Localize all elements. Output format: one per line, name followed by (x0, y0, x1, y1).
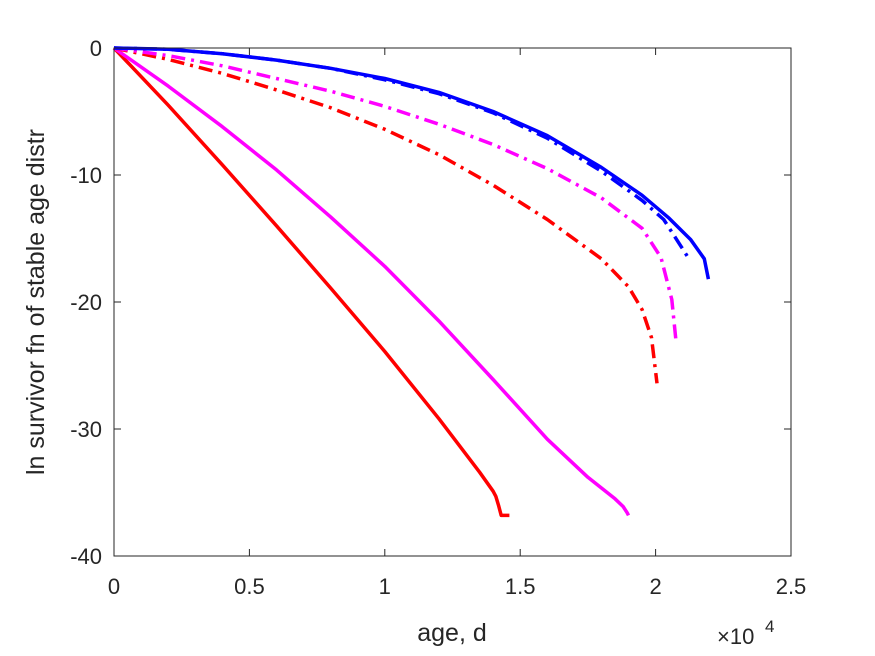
series-line-4 (113, 46, 678, 341)
x-axis-multiplier: ×10 4 (717, 617, 774, 649)
x-tick-label: 2 (649, 574, 661, 599)
y-tick-label: -10 (70, 163, 102, 188)
y-tick-label: -20 (70, 290, 102, 315)
y-tick-label: -40 (70, 544, 102, 569)
x-axis-title: age, d (417, 619, 487, 647)
x-multiplier-base: ×10 (717, 624, 754, 649)
plot-area (114, 48, 791, 556)
series-line-3 (113, 46, 659, 384)
y-axis-title: ln survivor fn of stable age distr (22, 129, 50, 475)
series-line-1 (112, 46, 510, 518)
plot-frame (113, 47, 792, 557)
series-layer (112, 46, 711, 518)
y-tick-label: -30 (70, 417, 102, 442)
x-tick-label: 1 (379, 574, 391, 599)
x-tick-label: 2.5 (776, 574, 807, 599)
x-tick-label: 0.5 (234, 574, 265, 599)
x-tick-labels: 0 0.5 1 1.5 2 2.5 (108, 574, 806, 599)
series-line-6 (113, 46, 711, 280)
x-tick-label: 0 (108, 574, 120, 599)
y-tick-label: 0 (90, 36, 102, 61)
x-tick-label: 1.5 (505, 574, 536, 599)
x-multiplier-exponent: 4 (765, 617, 774, 636)
series-line-2 (112, 46, 631, 517)
y-tick-labels: 0 -10 -20 -30 -40 (70, 36, 102, 569)
